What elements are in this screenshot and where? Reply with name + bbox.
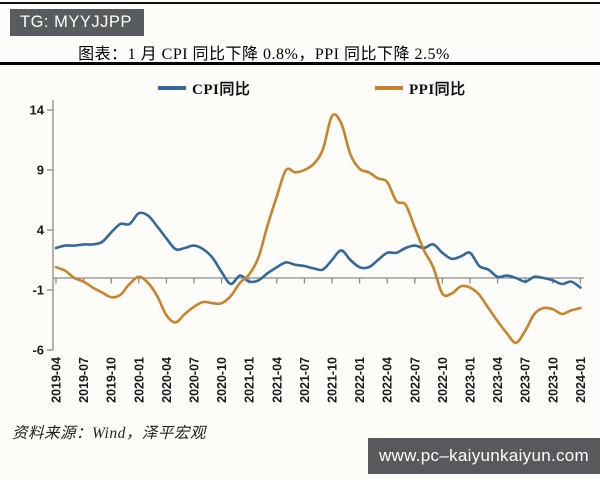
legend-label-cpi: CPI同比 <box>192 81 251 98</box>
y-tick-label: 14 <box>30 103 45 118</box>
legend-label-ppi: PPI同比 <box>409 81 466 98</box>
x-tick-label: 2020-10 <box>215 357 229 403</box>
y-axis-labels: 14 9 4 -1 -6 <box>30 103 45 358</box>
x-tick-label: 2023-01 <box>464 357 478 403</box>
x-tick-label: 2023-07 <box>519 357 533 403</box>
x-tick-label: 2023-10 <box>546 357 560 403</box>
cpi-line-swatch <box>158 86 186 90</box>
x-tick-label: 2021-04 <box>270 357 284 403</box>
cpi-line <box>54 211 582 289</box>
x-tick-label: 2019-10 <box>105 357 119 403</box>
legend-item-cpi: CPI同比 <box>158 80 251 98</box>
title-divider <box>0 62 600 65</box>
telegram-badge: TG: MYYJJPP <box>10 9 144 36</box>
x-axis-ticks <box>55 278 582 284</box>
y-tick-label: -1 <box>32 283 44 298</box>
x-tick-label: 2021-07 <box>298 357 312 403</box>
legend-item-ppi: PPI同比 <box>375 80 466 98</box>
x-tick-label: 2020-01 <box>132 357 146 403</box>
watermark: www.pc–kaiyunkaiyun.com <box>368 438 600 474</box>
x-tick-label: 2022-10 <box>436 357 450 403</box>
x-tick-label: 2019-07 <box>77 357 91 403</box>
x-tick-label: 2023-04 <box>491 357 505 403</box>
x-tick-label: 2020-07 <box>188 357 202 403</box>
y-tick-label: 4 <box>37 223 45 238</box>
source-note: 资料来源：Wind，泽平宏观 <box>12 425 206 442</box>
chart-title: 图表：1 月 CPI 同比下降 0.8%，PPI 同比下降 2.5% <box>78 46 450 63</box>
y-tick-label: 9 <box>37 163 44 178</box>
telegram-badge-label: TG: MYYJJPP <box>20 13 132 31</box>
ppi-line <box>54 113 582 345</box>
y-tick-label: -6 <box>32 343 44 358</box>
x-tick-label: 2024-01 <box>574 357 588 403</box>
x-tick-label: 2021-01 <box>243 357 257 403</box>
x-tick-label: 2022-07 <box>408 357 422 403</box>
x-tick-label: 2021-10 <box>326 357 340 403</box>
ppi-line-swatch <box>375 86 403 90</box>
x-tick-label: 2022-04 <box>381 357 395 403</box>
x-tick-label: 2019-04 <box>50 357 64 403</box>
top-border-line <box>0 2 600 4</box>
x-tick-label: 2022-01 <box>353 357 367 403</box>
x-axis-labels: 2019-04 2019-07 2019-10 2020-01 2020-04 2020-… <box>50 357 588 403</box>
x-tick-label: 2020-04 <box>160 357 174 403</box>
watermark-url: www.pc–kaiyunkaiyun.com <box>378 446 590 465</box>
